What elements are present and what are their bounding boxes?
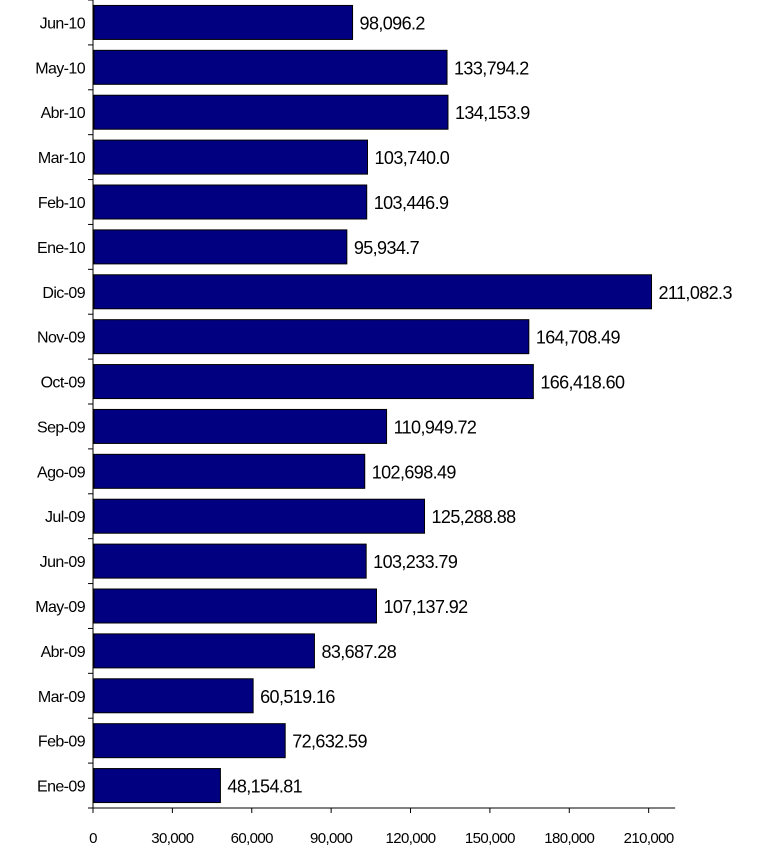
category-label: Abr-09	[41, 644, 86, 661]
category-label: Mar-10	[38, 150, 86, 167]
category-label: Abr-10	[41, 105, 86, 122]
bar	[93, 4, 354, 40]
bar	[93, 408, 388, 444]
bar	[93, 768, 221, 804]
bar	[93, 723, 286, 759]
category-label: Jun-10	[40, 15, 86, 32]
category-label: Mar-09	[38, 689, 86, 706]
bar	[93, 498, 426, 534]
data-label: 134,153.9	[455, 103, 530, 123]
category-label: Jun-09	[40, 554, 86, 571]
category-label: Jul-09	[45, 509, 86, 526]
data-label: 60,519.16	[260, 687, 335, 707]
bar	[93, 543, 367, 579]
category-label: Sep-09	[37, 419, 86, 436]
bar	[93, 588, 377, 624]
category-label: Ago-09	[37, 464, 86, 481]
bar	[93, 319, 530, 355]
data-label: 103,740.0	[375, 148, 450, 168]
data-label: 72,632.59	[292, 732, 367, 752]
data-label: 211,082.3	[659, 283, 733, 303]
bar	[93, 49, 448, 85]
data-label: 102,698.49	[372, 462, 457, 482]
data-label: 48,154.81	[227, 777, 302, 797]
bar	[93, 678, 254, 714]
x-tick-label: 0	[89, 830, 97, 847]
category-label: Dic-09	[42, 285, 85, 302]
category-label: Feb-10	[38, 195, 86, 212]
category-label: Nov-09	[37, 330, 86, 347]
data-label: 125,288.88	[432, 507, 517, 527]
category-label: May-09	[35, 599, 85, 616]
x-tick-label: 30,000	[151, 830, 194, 847]
x-tick-label: 90,000	[310, 830, 353, 847]
x-tick-label: 150,000	[465, 830, 515, 847]
x-tick-label: 180,000	[544, 830, 594, 847]
category-label: Ene-10	[37, 240, 86, 257]
bar	[93, 364, 534, 400]
bar	[93, 229, 348, 265]
data-label: 83,687.28	[321, 642, 396, 662]
category-label: May-10	[35, 60, 85, 77]
category-label: Oct-09	[41, 375, 86, 392]
data-label: 107,137.92	[383, 597, 468, 617]
bar	[93, 453, 366, 489]
data-label: 103,233.79	[373, 552, 458, 572]
category-label: Ene-09	[37, 779, 86, 796]
x-tick-label: 60,000	[231, 830, 274, 847]
x-tick-label: 210,000	[624, 830, 674, 847]
bar	[93, 139, 368, 175]
data-label: 166,418.60	[540, 373, 625, 393]
data-label: 164,708.49	[536, 328, 621, 348]
bar	[93, 94, 449, 130]
data-label: 95,934.7	[354, 238, 420, 258]
bar	[93, 184, 368, 220]
bar	[93, 274, 653, 310]
data-label: 110,949.72	[394, 417, 477, 437]
bar	[93, 633, 315, 669]
category-label: Feb-09	[38, 734, 86, 751]
data-label: 98,096.2	[360, 13, 426, 33]
x-tick-label: 120,000	[386, 830, 436, 847]
plot-area: Jun-10 98,096.2 May-10 133,794.2 Abr-10 134,1…	[35, 0, 733, 847]
data-label: 103,446.9	[374, 193, 449, 213]
data-label: 133,794.2	[454, 58, 529, 78]
